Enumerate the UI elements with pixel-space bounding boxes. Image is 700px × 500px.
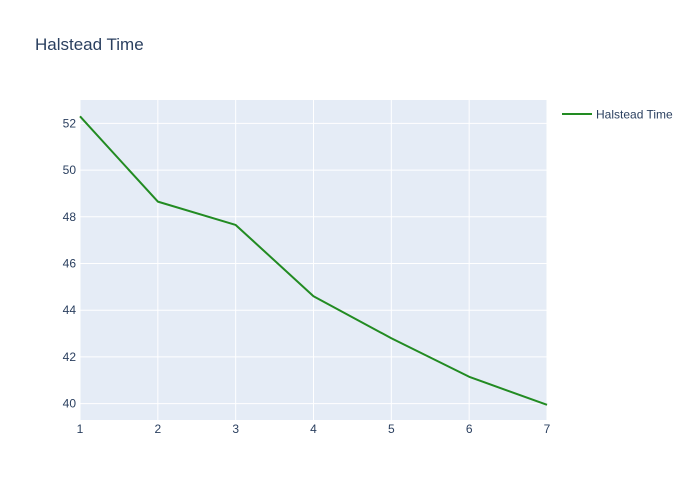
x-tick-label: 3 bbox=[232, 422, 239, 436]
legend[interactable]: Halstead Time bbox=[562, 108, 673, 122]
y-tick-label: 42 bbox=[63, 350, 77, 364]
x-tick-label: 1 bbox=[77, 422, 84, 436]
x-gridlines bbox=[79, 100, 548, 420]
x-tick-label: 2 bbox=[154, 422, 161, 436]
y-tick-label: 40 bbox=[63, 397, 77, 411]
x-tick-label: 6 bbox=[466, 422, 473, 436]
x-tick-label: 7 bbox=[544, 422, 551, 436]
legend-label: Halstead Time bbox=[596, 108, 673, 122]
y-tick-label: 52 bbox=[63, 116, 77, 130]
y-tick-label: 48 bbox=[63, 210, 77, 224]
y-tick-labels: 40 42 44 46 48 50 52 bbox=[63, 116, 77, 410]
x-tick-label: 4 bbox=[310, 422, 317, 436]
y-tick-label: 46 bbox=[63, 257, 77, 271]
chart-title: Halstead Time bbox=[35, 35, 144, 54]
x-tick-label: 5 bbox=[388, 422, 395, 436]
series-line[interactable] bbox=[79, 115, 548, 406]
series-layer bbox=[79, 115, 548, 406]
y-tick-label: 44 bbox=[63, 303, 77, 317]
x-tick-labels: 1 2 3 4 5 6 7 bbox=[77, 422, 551, 436]
y-gridlines bbox=[80, 122, 547, 405]
y-tick-label: 50 bbox=[63, 163, 77, 177]
